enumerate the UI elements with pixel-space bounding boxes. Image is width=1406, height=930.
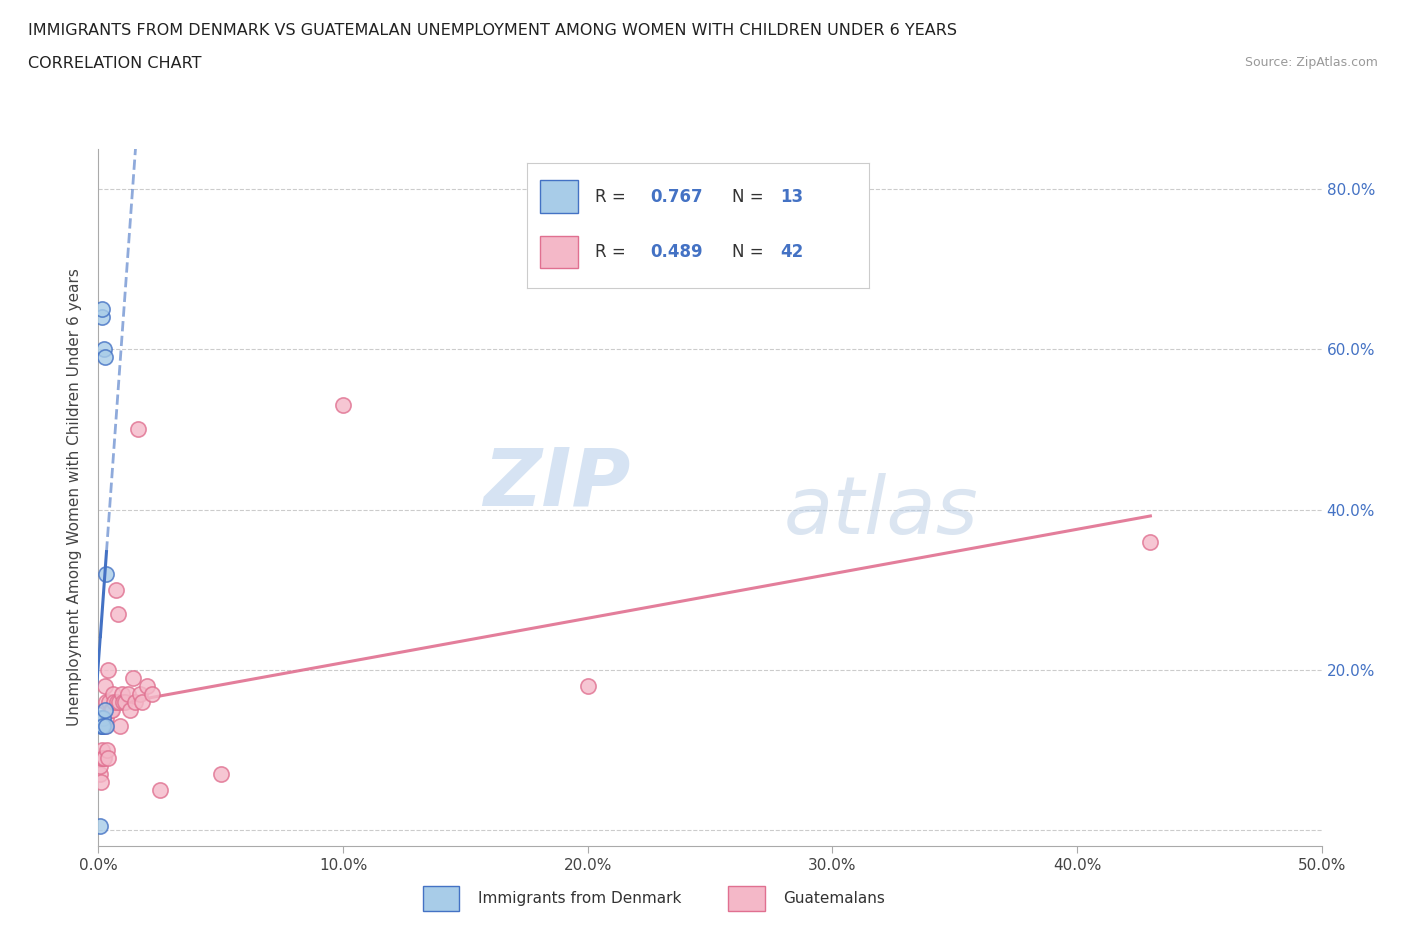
Point — [94, 719, 117, 734]
Point — [91, 751, 114, 765]
Point — [96, 711, 118, 725]
Point — [90, 711, 112, 725]
Point — [90, 310, 112, 325]
Point — [91, 719, 114, 734]
Point — [103, 695, 125, 710]
Point — [114, 695, 136, 710]
Point — [90, 719, 112, 734]
Point — [209, 766, 232, 781]
Text: Source: ZipAtlas.com: Source: ZipAtlas.com — [1244, 56, 1378, 69]
Point — [101, 702, 124, 717]
Point — [120, 702, 142, 717]
Point — [94, 695, 117, 710]
Point — [91, 719, 114, 734]
Point — [93, 751, 115, 765]
Point — [332, 398, 354, 413]
Point — [94, 566, 117, 581]
Point — [100, 702, 122, 717]
Point — [105, 695, 128, 710]
Point — [101, 686, 124, 701]
Point — [129, 686, 152, 701]
Point — [1139, 534, 1161, 549]
Point — [94, 350, 117, 365]
Point — [96, 743, 118, 758]
Point — [90, 775, 112, 790]
Text: IMMIGRANTS FROM DENMARK VS GUATEMALAN UNEMPLOYMENT AMONG WOMEN WITH CHILDREN UND: IMMIGRANTS FROM DENMARK VS GUATEMALAN UN… — [28, 23, 957, 38]
Y-axis label: Unemployment Among Women with Children Under 6 years: Unemployment Among Women with Children U… — [67, 269, 83, 726]
Point — [117, 686, 139, 701]
Text: ZIP: ZIP — [484, 445, 630, 523]
Point — [111, 686, 134, 701]
Point — [91, 301, 114, 316]
Text: atlas: atlas — [783, 472, 979, 551]
Point — [131, 695, 153, 710]
Point — [127, 422, 149, 437]
Point — [97, 751, 120, 765]
Point — [91, 719, 114, 734]
Point — [108, 695, 131, 710]
Point — [93, 342, 115, 357]
Point — [89, 818, 111, 833]
Point — [91, 743, 114, 758]
Point — [121, 671, 143, 685]
Point — [91, 711, 114, 725]
Point — [90, 751, 112, 765]
Point — [89, 759, 111, 774]
Point — [124, 695, 146, 710]
Point — [111, 695, 134, 710]
Point — [576, 679, 599, 694]
Point — [96, 719, 118, 734]
Text: CORRELATION CHART: CORRELATION CHART — [28, 56, 201, 71]
Point — [98, 695, 121, 710]
Point — [149, 783, 172, 798]
Point — [93, 679, 115, 694]
Point — [141, 686, 163, 701]
Point — [89, 766, 111, 781]
Point — [97, 662, 120, 677]
Point — [107, 606, 129, 621]
Point — [110, 719, 132, 734]
Point — [104, 582, 127, 597]
Point — [93, 702, 115, 717]
Point — [136, 679, 159, 694]
